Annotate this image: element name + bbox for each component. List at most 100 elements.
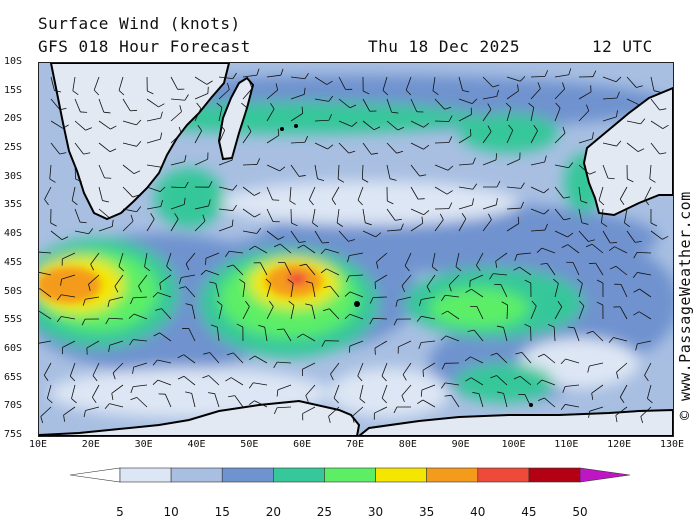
forecast-subtitle: GFS 018 Hour Forecast [38, 37, 251, 56]
wind-barb [60, 274, 76, 286]
wind-barb [362, 230, 382, 238]
wind-barb [276, 384, 292, 397]
wind-barb [441, 362, 460, 370]
wind-barb [194, 199, 211, 210]
wind-barb [588, 262, 604, 276]
wind-barb [130, 397, 148, 408]
wind-barb [321, 340, 340, 347]
wind-barb [434, 164, 454, 171]
lon-label: 70E [345, 439, 365, 450]
wind-barb [434, 202, 453, 210]
legend-label: 20 [265, 505, 281, 519]
wind-speed-legend [69, 467, 631, 483]
lat-label: 50S [4, 285, 23, 297]
wind-barb [361, 164, 369, 183]
wind-barb [242, 158, 261, 166]
wind-barb [417, 399, 436, 408]
wind-barb [56, 316, 76, 323]
wind-barb [39, 310, 52, 320]
wind-barb [170, 105, 182, 122]
wind-barb [205, 252, 220, 265]
wind-barb [74, 208, 87, 224]
wind-barb [577, 278, 583, 298]
wind-barb [632, 272, 652, 279]
wind-barb [287, 278, 294, 298]
wind-barb [420, 384, 436, 397]
wind-barb [506, 76, 526, 82]
wind-barb [608, 337, 628, 343]
mauritius-island [294, 124, 298, 128]
wind-barb [578, 70, 597, 78]
lat-label: 40S [4, 228, 23, 240]
wind-barb [71, 384, 77, 404]
wind-barb [130, 384, 148, 394]
wind-barb [578, 300, 585, 320]
wind-barb [50, 76, 62, 93]
wind-barb [228, 395, 244, 408]
wind-barb [107, 296, 124, 307]
wind-barb [218, 124, 226, 144]
wind-barb [185, 252, 196, 271]
wind-barb [302, 406, 316, 421]
wind-barb [170, 126, 182, 144]
wind-barb [290, 208, 298, 227]
wind-barb [50, 208, 57, 227]
wind-barb [554, 208, 571, 221]
wind-barb [482, 153, 498, 166]
wind-barb [305, 281, 316, 298]
wind-barb [578, 208, 589, 225]
wind-barb [46, 384, 53, 404]
wind-barb [402, 362, 412, 381]
lat-label: 75S [4, 429, 23, 440]
wind-barb [458, 213, 467, 232]
wind-barb [482, 198, 498, 210]
wind-barb [93, 76, 100, 96]
wind-barb [515, 351, 532, 364]
wind-barb [458, 183, 478, 190]
wind-barb [554, 300, 563, 320]
wind-barb [393, 406, 412, 414]
wind-barb [374, 274, 388, 289]
wind-barb [170, 76, 185, 90]
wind-barb [490, 352, 508, 364]
wind-barb [337, 164, 345, 183]
wind-barb [216, 102, 223, 122]
wind-barb [410, 120, 430, 128]
wind-barb [122, 98, 138, 112]
lat-label: 25S [4, 142, 23, 154]
lat-label: 35S [4, 199, 23, 211]
legend-swatch [477, 467, 530, 483]
wind-barb [386, 223, 404, 232]
wind-barb [578, 85, 592, 100]
wind-barb [401, 274, 412, 293]
wind-barb [241, 102, 247, 122]
wind-barb [331, 186, 340, 205]
wind-barb [560, 404, 580, 411]
wind-barb [98, 98, 111, 114]
wind-barb [336, 208, 343, 227]
wind-barb [299, 263, 316, 276]
legend-label: 15 [214, 505, 230, 519]
wind-barb [218, 72, 237, 80]
wind-barb [602, 140, 622, 147]
wind-barb [185, 391, 196, 408]
wind-barb [203, 352, 220, 364]
wind-barb [536, 379, 556, 386]
wind-barb [362, 208, 372, 226]
wind-barb [506, 152, 521, 166]
wind-barb [635, 340, 652, 351]
wind-barb [158, 393, 172, 408]
wind-barb [39, 340, 52, 344]
wind-barb [273, 243, 292, 254]
wind-barb [495, 252, 508, 268]
wind-barb [320, 248, 340, 255]
wind-barb [536, 247, 556, 254]
wind-barb [290, 164, 306, 177]
wind-barb [482, 213, 492, 232]
lon-label: 10E [28, 439, 48, 450]
wind-barb [490, 375, 508, 386]
wind-barb [153, 332, 172, 342]
wind-barb [601, 208, 608, 227]
wind-barb [266, 68, 284, 78]
wind-barb [434, 115, 453, 122]
